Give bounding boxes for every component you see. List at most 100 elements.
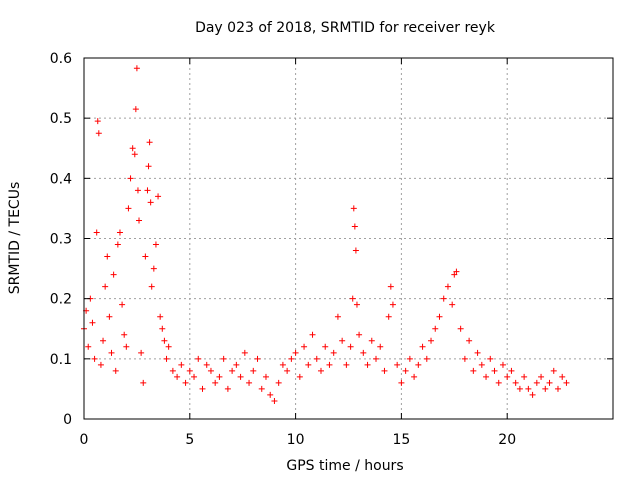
data-point — [305, 361, 312, 368]
data-point — [351, 223, 358, 230]
data-point — [254, 355, 261, 362]
data-point — [275, 379, 282, 386]
data-point — [381, 367, 388, 374]
data-point — [360, 349, 367, 356]
data-point — [250, 367, 257, 374]
data-point — [233, 361, 240, 368]
data-point — [93, 229, 100, 236]
data-point — [542, 385, 549, 392]
data-point — [152, 241, 159, 248]
data-point — [398, 379, 405, 386]
y-tick-label: 0.5 — [50, 111, 72, 127]
data-point — [284, 367, 291, 374]
x-tick-label: 5 — [185, 432, 194, 448]
data-point — [478, 361, 485, 368]
data-point — [521, 373, 528, 380]
data-point — [108, 349, 115, 356]
data-point — [112, 367, 119, 374]
y-tick-label: 0.4 — [50, 171, 72, 187]
data-point — [377, 343, 384, 350]
data-point — [191, 373, 198, 380]
data-point — [125, 205, 132, 212]
data-point — [186, 367, 193, 374]
data-point — [138, 349, 145, 356]
data-point — [296, 373, 303, 380]
data-point — [203, 361, 210, 368]
data-point — [121, 331, 128, 338]
data-point — [368, 337, 375, 344]
data-point — [163, 355, 170, 362]
data-point — [161, 337, 168, 344]
data-point — [133, 65, 140, 72]
data-point — [89, 319, 96, 326]
y-tick-label: 0.6 — [50, 51, 72, 67]
data-point — [258, 385, 265, 392]
data-point — [499, 361, 506, 368]
data-point — [288, 355, 295, 362]
data-point — [483, 373, 490, 380]
data-point — [495, 379, 502, 386]
data-point — [313, 355, 320, 362]
data-point — [317, 367, 324, 374]
data-point — [178, 361, 185, 368]
data-point — [457, 325, 464, 332]
grid — [84, 58, 613, 419]
data-point — [444, 283, 451, 290]
data-point — [487, 355, 494, 362]
data-point — [229, 367, 236, 374]
data-point — [406, 355, 413, 362]
data-point — [470, 367, 477, 374]
x-tick-label: 15 — [392, 432, 410, 448]
data-point — [216, 373, 223, 380]
data-point — [451, 271, 458, 278]
data-point — [402, 367, 409, 374]
y-tick-label: 0.3 — [50, 232, 72, 248]
y-tick-label: 0.1 — [50, 352, 72, 368]
data-point — [114, 241, 121, 248]
data-point — [155, 193, 162, 200]
data-point — [301, 343, 308, 350]
data-point — [169, 367, 176, 374]
data-point — [131, 151, 138, 158]
data-point — [474, 349, 481, 356]
data-point — [267, 391, 274, 398]
data-point — [129, 145, 136, 152]
data-point — [453, 268, 460, 275]
data-point — [554, 385, 561, 392]
data-point — [449, 301, 456, 308]
data-point — [147, 199, 154, 206]
data-point — [491, 367, 498, 374]
data-point — [423, 355, 430, 362]
data-point — [146, 139, 153, 146]
data-point — [224, 385, 231, 392]
data-point — [508, 367, 515, 374]
data-point — [411, 373, 418, 380]
data-point — [165, 343, 172, 350]
data-point — [106, 313, 113, 320]
data-point — [428, 337, 435, 344]
data-point — [373, 355, 380, 362]
data-point — [436, 313, 443, 320]
x-tick-label: 20 — [498, 432, 516, 448]
data-point — [326, 361, 333, 368]
data-point — [559, 373, 566, 380]
data-point — [356, 331, 363, 338]
data-point — [220, 355, 227, 362]
data-points — [81, 65, 570, 404]
chart-title: Day 023 of 2018, SRMTID for receiver rey… — [195, 20, 496, 36]
data-point — [394, 361, 401, 368]
data-point — [142, 253, 149, 260]
data-point — [157, 313, 164, 320]
data-point — [415, 361, 422, 368]
data-point — [150, 265, 157, 272]
data-point — [352, 247, 359, 254]
data-point — [144, 187, 151, 194]
data-point — [512, 379, 519, 386]
data-point — [119, 301, 126, 308]
data-point — [466, 337, 473, 344]
x-tick-label: 0 — [80, 432, 89, 448]
data-point — [387, 283, 394, 290]
data-point — [546, 379, 553, 386]
data-point — [538, 373, 545, 380]
data-point — [237, 373, 244, 380]
